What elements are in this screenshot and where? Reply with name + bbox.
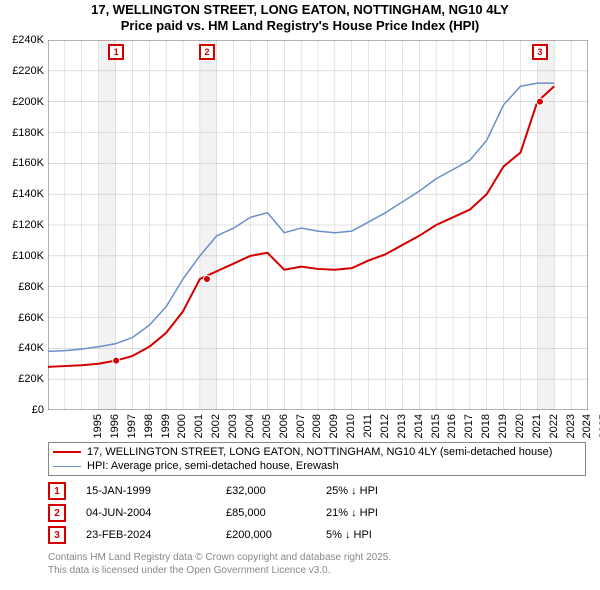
footer-line-1: Contains HM Land Registry data © Crown c… — [48, 552, 391, 565]
footer-line-2: This data is licensed under the Open Gov… — [48, 565, 391, 578]
transaction-diff: 25% ↓ HPI — [326, 485, 446, 497]
chart-container: 17, WELLINGTON STREET, LONG EATON, NOTTI… — [0, 0, 600, 590]
attribution-footer: Contains HM Land Registry data © Crown c… — [48, 552, 391, 577]
legend-swatch — [53, 451, 81, 453]
y-tick-label: £220K — [0, 65, 44, 77]
transaction-price: £200,000 — [226, 529, 326, 541]
title-line-2: Price paid vs. HM Land Registry's House … — [0, 18, 600, 34]
transaction-price: £85,000 — [226, 507, 326, 519]
transaction-marker: 2 — [48, 504, 66, 522]
chart-marker-1: 1 — [108, 44, 124, 60]
y-tick-label: £80K — [0, 281, 44, 293]
legend-label: HPI: Average price, semi-detached house,… — [87, 460, 339, 472]
chart-marker-2: 2 — [199, 44, 215, 60]
legend-label: 17, WELLINGTON STREET, LONG EATON, NOTTI… — [87, 446, 552, 458]
y-tick-label: £160K — [0, 157, 44, 169]
y-tick-label: £140K — [0, 188, 44, 200]
legend-item: HPI: Average price, semi-detached house,… — [53, 459, 581, 473]
y-tick-label: £240K — [0, 34, 44, 46]
y-tick-label: £200K — [0, 96, 44, 108]
transaction-row: 2 04-JUN-2004£85,00021% ↓ HPI — [48, 502, 446, 524]
transaction-row: 3 23-FEB-2024£200,0005% ↓ HPI — [48, 524, 446, 546]
transaction-price: £32,000 — [226, 485, 326, 497]
y-tick-label: £40K — [0, 342, 44, 354]
y-tick-label: £20K — [0, 373, 44, 385]
legend: 17, WELLINGTON STREET, LONG EATON, NOTTI… — [48, 442, 586, 476]
y-tick-label: £120K — [0, 219, 44, 231]
transaction-date: 04-JUN-2004 — [86, 507, 226, 519]
legend-item: 17, WELLINGTON STREET, LONG EATON, NOTTI… — [53, 445, 581, 459]
y-tick-label: £0 — [0, 404, 44, 416]
transaction-diff: 5% ↓ HPI — [326, 529, 446, 541]
transaction-row: 1 15-JAN-1999£32,00025% ↓ HPI — [48, 480, 446, 502]
legend-swatch — [53, 466, 81, 467]
chart-plot — [48, 40, 588, 410]
title-line-1: 17, WELLINGTON STREET, LONG EATON, NOTTI… — [0, 2, 600, 18]
transaction-diff: 21% ↓ HPI — [326, 507, 446, 519]
y-tick-label: £100K — [0, 250, 44, 262]
transaction-date: 23-FEB-2024 — [86, 529, 226, 541]
y-tick-label: £60K — [0, 312, 44, 324]
transaction-marker: 3 — [48, 526, 66, 544]
transactions-table: 1 15-JAN-1999£32,00025% ↓ HPI 2 04-JUN-2004… — [48, 480, 446, 546]
y-tick-label: £180K — [0, 127, 44, 139]
chart-marker-3: 3 — [532, 44, 548, 60]
transaction-date: 15-JAN-1999 — [86, 485, 226, 497]
title-block: 17, WELLINGTON STREET, LONG EATON, NOTTI… — [0, 0, 600, 33]
transaction-marker: 1 — [48, 482, 66, 500]
